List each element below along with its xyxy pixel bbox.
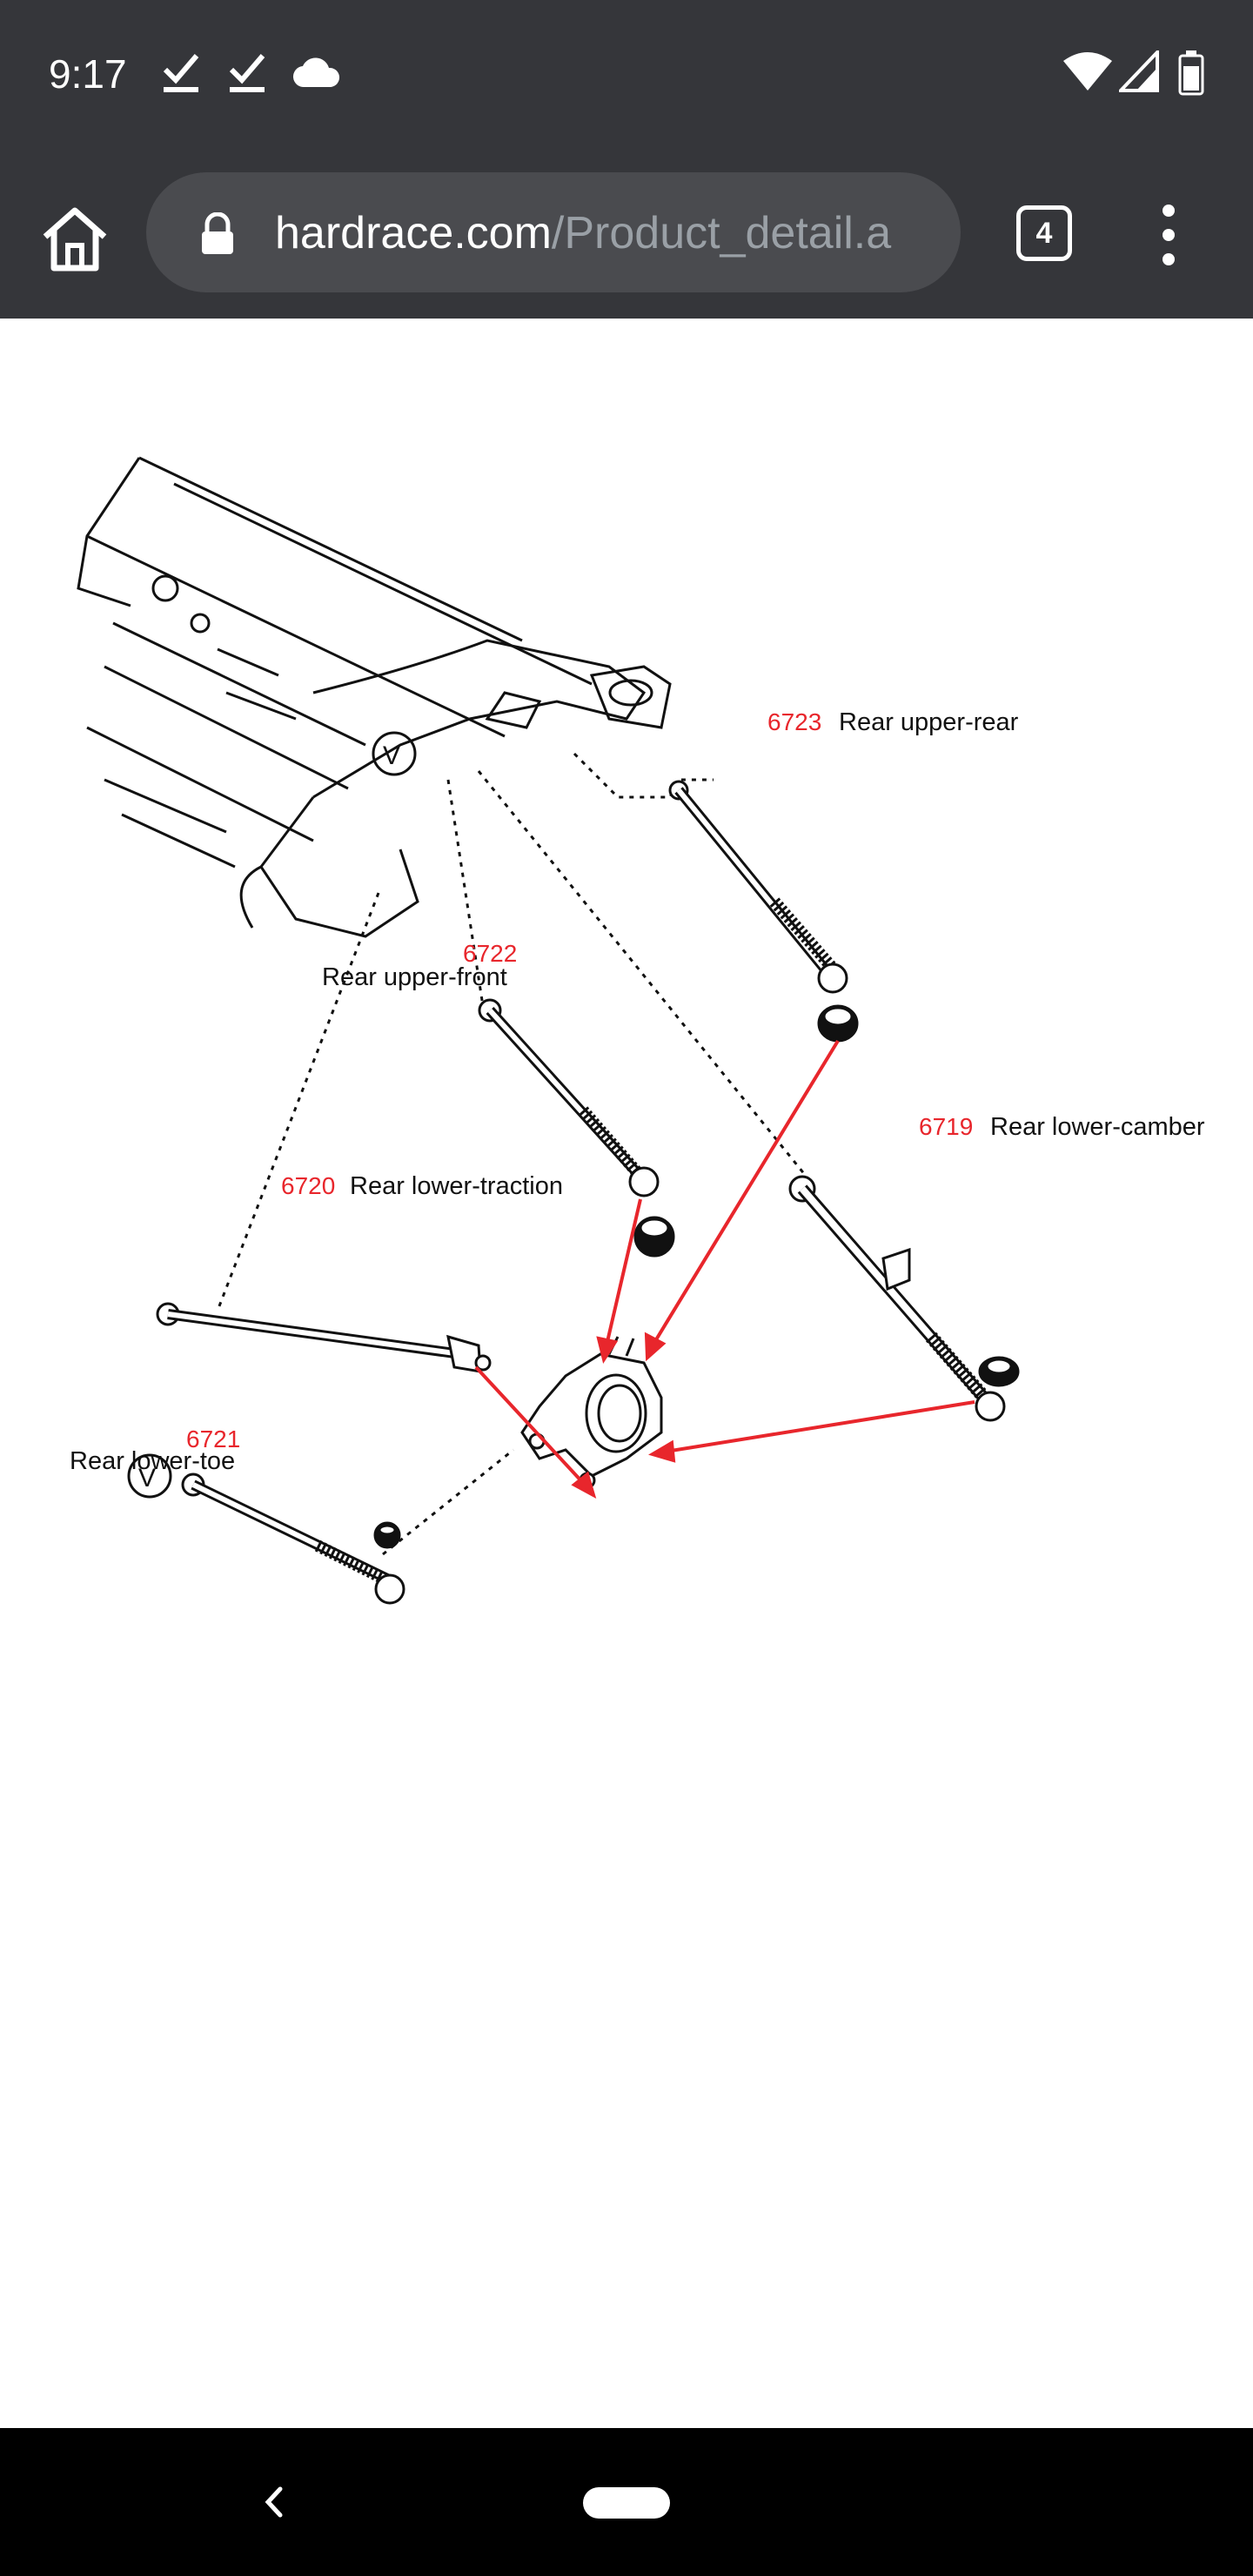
status-time: 9:17 — [49, 51, 127, 97]
battery-icon — [1178, 50, 1204, 96]
label-6721-name: Rear lower-toe — [70, 1447, 235, 1475]
url-text: hardrace.com/Product_detail.a — [275, 207, 936, 259]
more-vert-icon[interactable] — [1147, 200, 1190, 270]
label-6723-name: Rear upper-rear — [839, 708, 1019, 736]
label-6721: 6721 Rear lower-toe — [70, 1426, 240, 1475]
svg-text:V: V — [138, 1464, 156, 1493]
url-host: hardrace.com — [275, 208, 552, 258]
subframe-drawing — [77, 456, 672, 938]
back-icon[interactable] — [244, 2472, 305, 2532]
label-6719-number: 6719 — [919, 1113, 973, 1140]
status-bar: 9:17 — [0, 0, 1253, 148]
label-6723: 6723 Rear upper-rear — [767, 708, 1019, 736]
arm-6719 — [788, 1175, 1020, 1422]
lock-icon — [202, 212, 233, 254]
address-bar[interactable]: hardrace.com/Product_detail.a — [146, 172, 961, 292]
arm-6723 — [668, 780, 859, 1043]
cloud-icon — [292, 57, 340, 88]
label-6720-number: 6720 — [281, 1172, 335, 1199]
label-6721-number: 6721 — [186, 1426, 240, 1452]
svg-text:V: V — [383, 741, 400, 770]
tab-switcher-icon[interactable]: 4 — [1016, 205, 1072, 261]
check-download-icon — [229, 54, 265, 92]
label-6722: 6722 Rear upper-front — [322, 940, 517, 991]
label-6720: 6720 Rear lower-traction — [281, 1172, 563, 1200]
attachment-lines — [216, 752, 811, 1556]
arm-6720 — [156, 1302, 492, 1373]
label-6719-name: Rear lower-camber — [990, 1113, 1205, 1141]
suspension-diagram: V — [70, 456, 1205, 1605]
label-6720-name: Rear lower-traction — [350, 1172, 563, 1200]
wifi-icon — [1063, 52, 1112, 91]
home-pill-icon[interactable] — [583, 2487, 670, 2519]
knuckle-hub — [520, 1336, 663, 1489]
label-6722-name: Rear upper-front — [322, 963, 507, 991]
arm-6721 — [181, 1472, 405, 1605]
label-6719: 6719 Rear lower-camber — [919, 1113, 1205, 1141]
arm-6722 — [478, 998, 675, 1258]
home-icon[interactable] — [35, 198, 115, 278]
label-6723-number: 6723 — [767, 708, 821, 735]
marker-v-lower: V — [127, 1453, 172, 1499]
red-arrows — [474, 1039, 975, 1499]
signal-icon — [1119, 50, 1159, 92]
page-content: V — [0, 319, 1253, 2428]
browser-toolbar: hardrace.com/Product_detail.a 4 — [0, 148, 1253, 319]
url-path: /Product_detail.a — [551, 208, 892, 258]
label-6722-number: 6722 — [463, 940, 517, 967]
marker-v-upper: V — [372, 731, 417, 776]
system-nav-bar — [0, 2428, 1253, 2576]
check-download-icon — [163, 54, 199, 92]
